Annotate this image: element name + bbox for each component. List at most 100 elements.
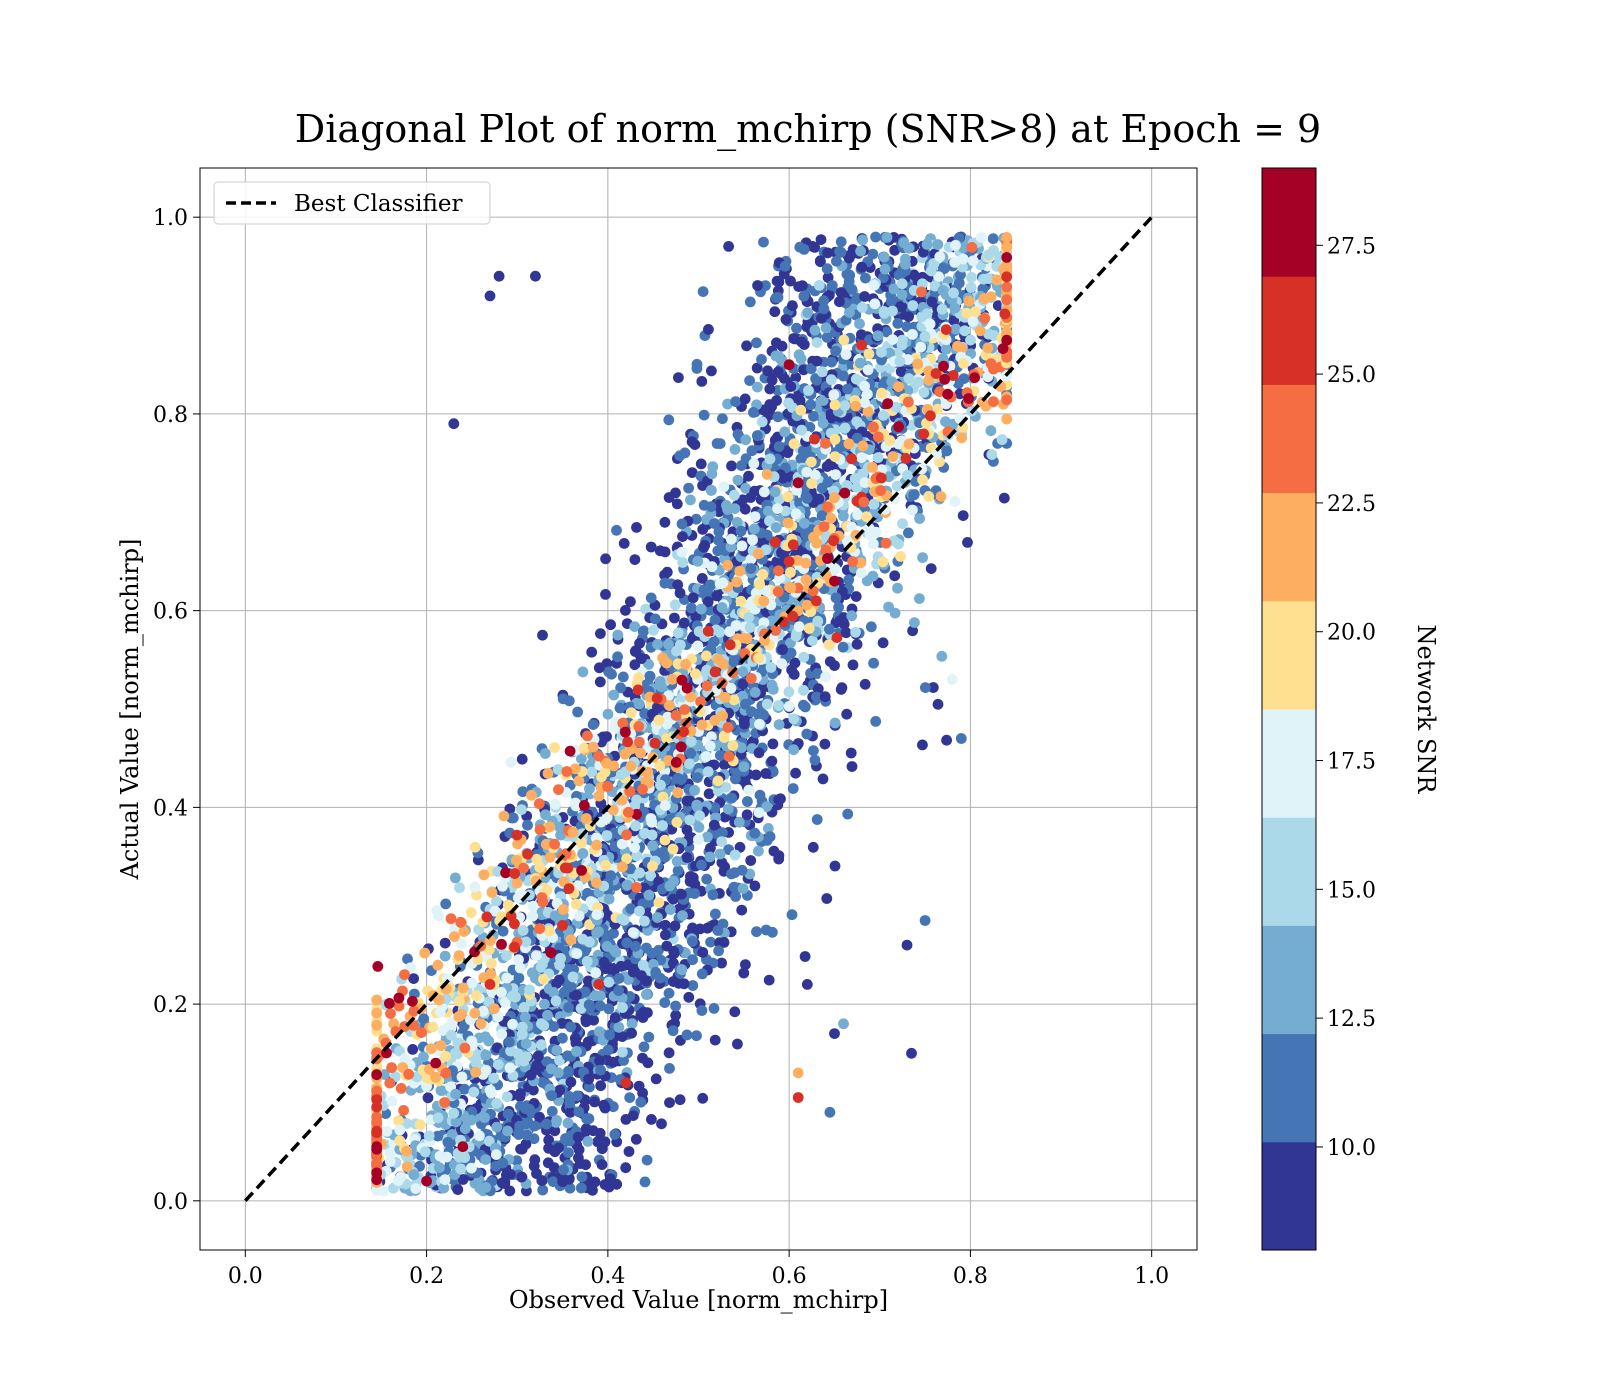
scatter-point	[709, 518, 720, 529]
scatter-point	[921, 239, 933, 250]
scatter-point	[887, 305, 898, 317]
scatter-point	[637, 1012, 649, 1023]
scatter-point	[529, 1154, 541, 1166]
scatter-point	[684, 758, 695, 770]
scatter-point	[907, 329, 918, 340]
scatter-point	[743, 612, 755, 623]
scatter-point	[520, 1038, 532, 1049]
scatter-point	[957, 510, 969, 521]
scatter-point	[829, 860, 841, 872]
scatter-point	[815, 234, 827, 246]
scatter-point	[766, 401, 777, 412]
scatter-point	[662, 711, 674, 723]
scatter-point	[393, 1115, 404, 1126]
scatter-point	[695, 458, 707, 470]
scatter-point	[941, 734, 952, 746]
scatter-point	[753, 807, 765, 818]
scatter-point	[530, 950, 542, 962]
scatter-point	[761, 469, 773, 480]
scatter-point	[620, 1162, 632, 1174]
scatter-point	[709, 1034, 721, 1046]
scatter-point	[672, 579, 684, 591]
scatter-point	[371, 994, 383, 1006]
scatter-point	[894, 356, 906, 367]
scatter-point	[591, 909, 603, 920]
scatter-point	[496, 986, 507, 998]
scatter-point	[820, 322, 832, 334]
scatter-point	[711, 828, 723, 840]
scatter-point	[639, 915, 650, 927]
scatter-point	[917, 552, 928, 563]
scatter-point	[868, 538, 879, 550]
scatter-point	[664, 1063, 675, 1074]
scatter-point	[684, 814, 696, 826]
scatter-point	[470, 990, 482, 1002]
scatter-point	[671, 816, 683, 828]
scatter-point	[630, 1133, 642, 1145]
scatter-point	[915, 341, 927, 353]
scatter-point	[863, 348, 875, 360]
scatter-point	[549, 799, 561, 810]
scatter-point	[491, 1098, 503, 1109]
scatter-point	[577, 848, 589, 859]
scatter-point	[564, 1097, 576, 1109]
scatter-point	[480, 1064, 492, 1076]
scatter-point	[805, 399, 817, 411]
scatter-point	[777, 644, 788, 655]
scatter-point	[613, 973, 625, 984]
scatter-point	[384, 1148, 396, 1159]
scatter-point	[959, 325, 971, 337]
scatter-point	[634, 867, 646, 879]
scatter-point	[663, 492, 675, 503]
scatter-point	[617, 1002, 628, 1013]
scatter-point	[714, 750, 726, 761]
scatter-point	[931, 448, 942, 460]
scatter-point	[703, 788, 715, 800]
scatter-point	[380, 1108, 392, 1119]
scatter-point	[659, 546, 671, 558]
scatter-point	[589, 1176, 601, 1188]
scatter-point	[570, 797, 581, 809]
scatter-point	[707, 889, 719, 901]
scatter-point	[584, 936, 595, 948]
scatter-point	[538, 1020, 550, 1031]
scatter-point	[893, 538, 904, 550]
scatter-point	[764, 453, 776, 465]
scatter-point	[562, 1117, 574, 1129]
scatter-point	[440, 898, 452, 910]
scatter-point	[516, 804, 527, 815]
scatter-point	[516, 1143, 528, 1155]
scatter-point	[469, 881, 481, 893]
scatter-point	[730, 396, 741, 407]
scatter-point	[512, 1048, 524, 1060]
scatter-point	[571, 948, 583, 959]
scatter-point	[737, 494, 749, 506]
scatter-point	[723, 241, 734, 252]
scatter-point	[787, 402, 798, 413]
scatter-point	[637, 626, 649, 637]
scatter-point	[603, 666, 614, 678]
scatter-point	[595, 1080, 607, 1092]
scatter-point	[629, 621, 641, 632]
scatter-point	[783, 701, 795, 712]
scatter-point	[887, 334, 898, 345]
scatter-point	[704, 740, 716, 752]
scatter-point	[760, 768, 772, 779]
scatter-point	[683, 482, 694, 494]
scatter-point	[949, 302, 961, 314]
scatter-point	[740, 453, 752, 464]
scatter-point	[507, 1018, 518, 1030]
scatter-point	[854, 357, 866, 369]
scatter-point	[835, 287, 847, 298]
scatter-point	[633, 736, 645, 748]
scatter-point	[824, 623, 835, 635]
scatter-point	[594, 1055, 605, 1067]
scatter-point	[557, 1176, 568, 1188]
scatter-point	[511, 854, 522, 866]
scatter-point	[676, 518, 688, 530]
scatter-point	[620, 605, 631, 616]
scatter-point	[737, 883, 749, 894]
scatter-point	[470, 1066, 482, 1078]
scatter-point	[992, 251, 1004, 263]
scatter-point	[725, 533, 737, 545]
